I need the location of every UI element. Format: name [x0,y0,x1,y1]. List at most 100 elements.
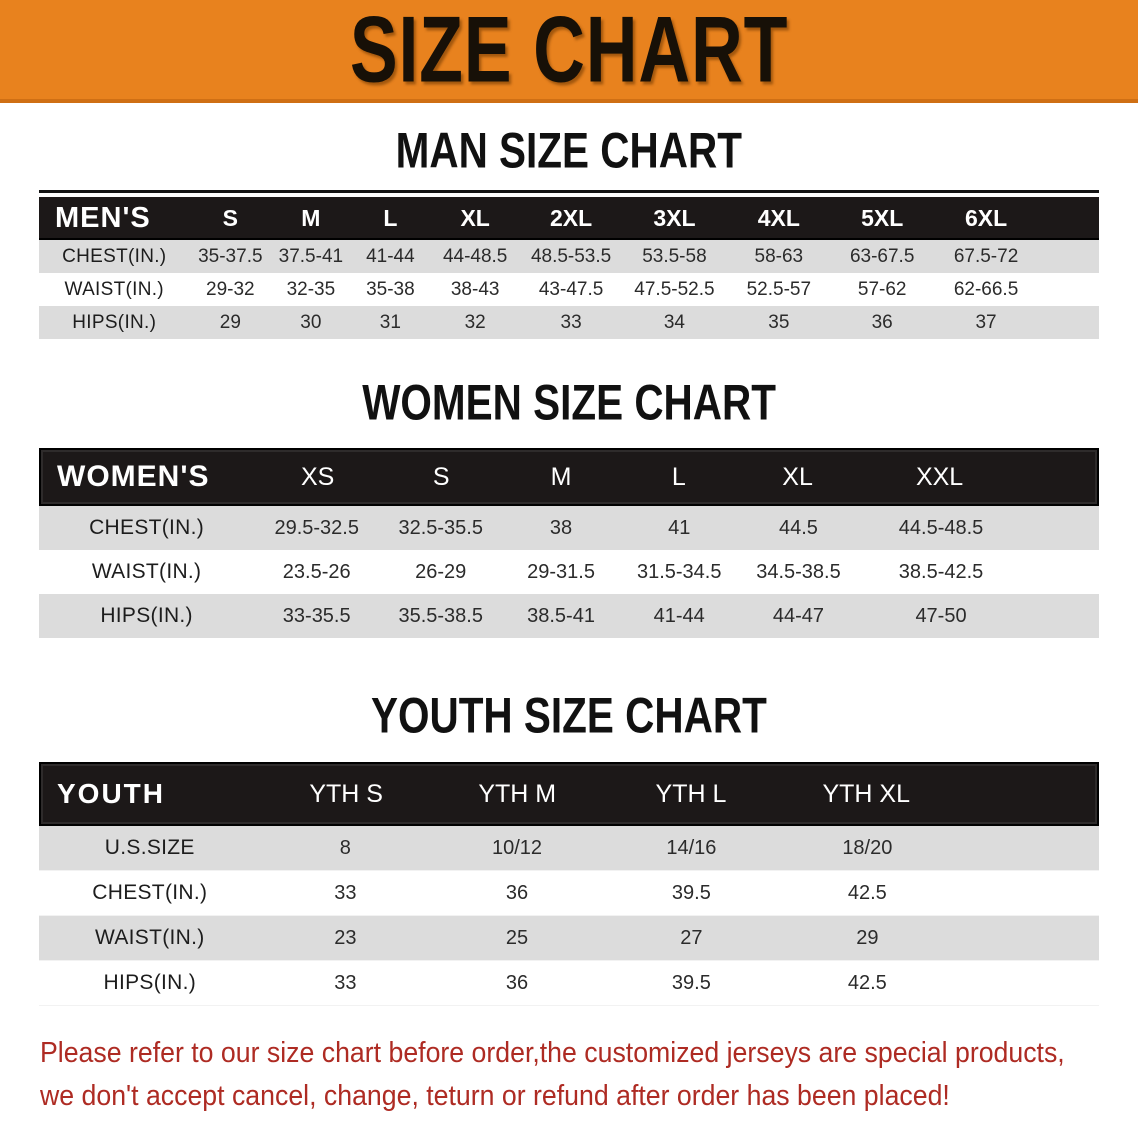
row-label: CHEST(IN.) [62,245,167,267]
row-label: HIPS(IN.) [100,604,193,627]
cell-value: 44-48.5 [442,245,508,267]
cell-value: 27 [680,926,703,949]
women-section-heading-text: WOMEN SIZE CHART [362,373,776,431]
cell-value: 63-67.5 [849,245,915,267]
men-section-heading: MAN SIZE CHART [0,121,1138,179]
cell-value: 34.5-38.5 [756,560,841,583]
table-header-row: YOUTH YTH S YTH M YTH L YTH XL [39,762,1099,826]
column-header: L [671,462,686,491]
cell-value: 38.5-41 [527,604,595,627]
men-size-table: MEN'S S M L XL 2XL 3XL 4XL 5XL 6XL CHEST(IN.) 35-37… [39,190,1099,339]
column-header: 2XL [550,205,593,231]
men-section-heading-text: MAN SIZE CHART [395,121,743,179]
cell-value: 29-32 [206,278,255,300]
table-header-row: WOMEN'S XS S M L XL XXL [39,448,1099,506]
cell-value: 30 [300,311,322,333]
cell-value: 23 [334,926,357,949]
cell-value: 29 [856,926,879,949]
table-row: HIPS(IN.) 29 30 31 32 33 34 35 36 37 [39,306,1099,339]
cell-value: 47-50 [915,604,967,627]
cell-value: 62-66.5 [953,278,1019,300]
cell-value: 38-43 [450,278,500,300]
cell-value: 31 [379,311,401,333]
row-label: HIPS(IN.) [103,971,197,994]
column-header: YTH XL [822,779,910,808]
row-label: WAIST(IN.) [94,926,205,949]
cell-value: 44.5-48.5 [898,516,984,539]
youth-section-heading: YOUTH SIZE CHART [0,686,1138,744]
cell-value: 35-38 [366,278,415,300]
column-header: S [432,462,450,491]
cell-value: 44-47 [772,604,825,627]
table-corner-label: YOUTH [57,778,165,809]
cell-value: 37.5-41 [278,245,344,267]
table-row: WAIST(IN.) 29-32 32-35 35-38 38-43 43-47.5 47.… [39,273,1099,306]
row-label: WAIST(IN.) [64,278,164,300]
table-corner-label: MEN'S [55,202,151,234]
cell-value: 29-31.5 [527,560,595,583]
column-header: L [383,205,398,231]
cell-value: 33 [560,311,582,333]
cell-value: 39.5 [671,971,711,994]
cell-value: 44.5 [778,516,818,539]
cell-value: 41-44 [366,245,415,267]
table-row: CHEST(IN.) 29.5-32.5 32.5-35.5 38 41 44.5 44.5… [39,506,1099,550]
cell-value: 42.5 [847,971,887,994]
cell-value: 41 [668,516,691,539]
disclaimer-line-2: we don't accept cancel, change, teturn o… [40,1079,950,1112]
row-label: HIPS(IN.) [72,311,157,333]
cell-value: 35 [768,311,790,333]
cell-value: 35-37.5 [198,245,263,267]
column-header: 3XL [653,205,696,231]
column-header: 5XL [861,205,904,231]
table-header-row: MEN'S S M L XL 2XL 3XL 4XL 5XL 6XL [39,197,1099,240]
row-label: CHEST(IN.) [92,881,208,904]
column-header: S [222,205,238,231]
column-header: 4XL [757,205,800,231]
column-header: M [301,205,321,231]
cell-value: 53.5-58 [642,245,707,267]
cell-value: 36 [505,971,529,994]
table-row: CHEST(IN.) 33 36 39.5 42.5 [39,871,1099,916]
cell-value: 41-44 [653,604,705,627]
cell-value: 10/12 [492,836,543,859]
women-section-heading: WOMEN SIZE CHART [0,373,1138,431]
cell-value: 29 [219,311,241,333]
column-header: M [550,462,572,491]
column-header: YTH L [655,779,727,808]
column-header: XXL [915,462,964,491]
cell-value: 58-63 [754,245,804,267]
cell-value: 34 [663,311,685,333]
cell-value: 33 [334,971,357,994]
cell-value: 23.5-26 [282,560,351,583]
row-label: CHEST(IN.) [89,516,205,539]
cell-value: 32-35 [286,278,336,300]
column-header: XL [782,462,813,491]
cell-value: 35.5-38.5 [398,604,483,627]
column-header: 6XL [964,205,1008,231]
table-row: HIPS(IN.) 33 36 39.5 42.5 [39,961,1099,1006]
table-row: CHEST(IN.) 35-37.5 37.5-41 41-44 44-48.5 48.5… [39,240,1099,273]
column-header: YTH S [309,779,383,808]
size-chart-banner: SIZE CHART [0,0,1138,103]
youth-section-heading-text: YOUTH SIZE CHART [371,686,767,744]
cell-value: 8 [339,836,351,859]
table-row: U.S.SIZE 8 10/12 14/16 18/20 [39,826,1099,871]
cell-value: 32.5-35.5 [398,516,483,539]
disclaimer-text: Please refer to our size chart before or… [40,1032,1130,1118]
column-header: YTH M [478,779,557,808]
table-row: WAIST(IN.) 23.5-26 26-29 29-31.5 31.5-34.5 34… [39,550,1099,594]
cell-value: 36 [871,311,893,333]
youth-size-table: YOUTH YTH S YTH M YTH L YTH XL U.S.SIZE 8 10/12… [39,762,1099,1006]
cell-value: 37 [975,311,997,333]
cell-value: 31.5-34.5 [636,560,722,583]
row-label: U.S.SIZE [104,836,195,859]
women-size-table: WOMEN'S XS S M L XL XXL CHEST(IN.) 29.5-32.5 32.5… [39,448,1099,638]
cell-value: 33-35.5 [282,604,351,627]
cell-value: 32 [464,311,486,333]
cell-value: 52.5-57 [746,278,812,300]
cell-value: 14/16 [666,836,717,859]
banner-title: SIZE CHART [349,0,789,102]
cell-value: 26-29 [415,560,467,583]
table-corner-label: WOMEN'S [57,460,210,493]
